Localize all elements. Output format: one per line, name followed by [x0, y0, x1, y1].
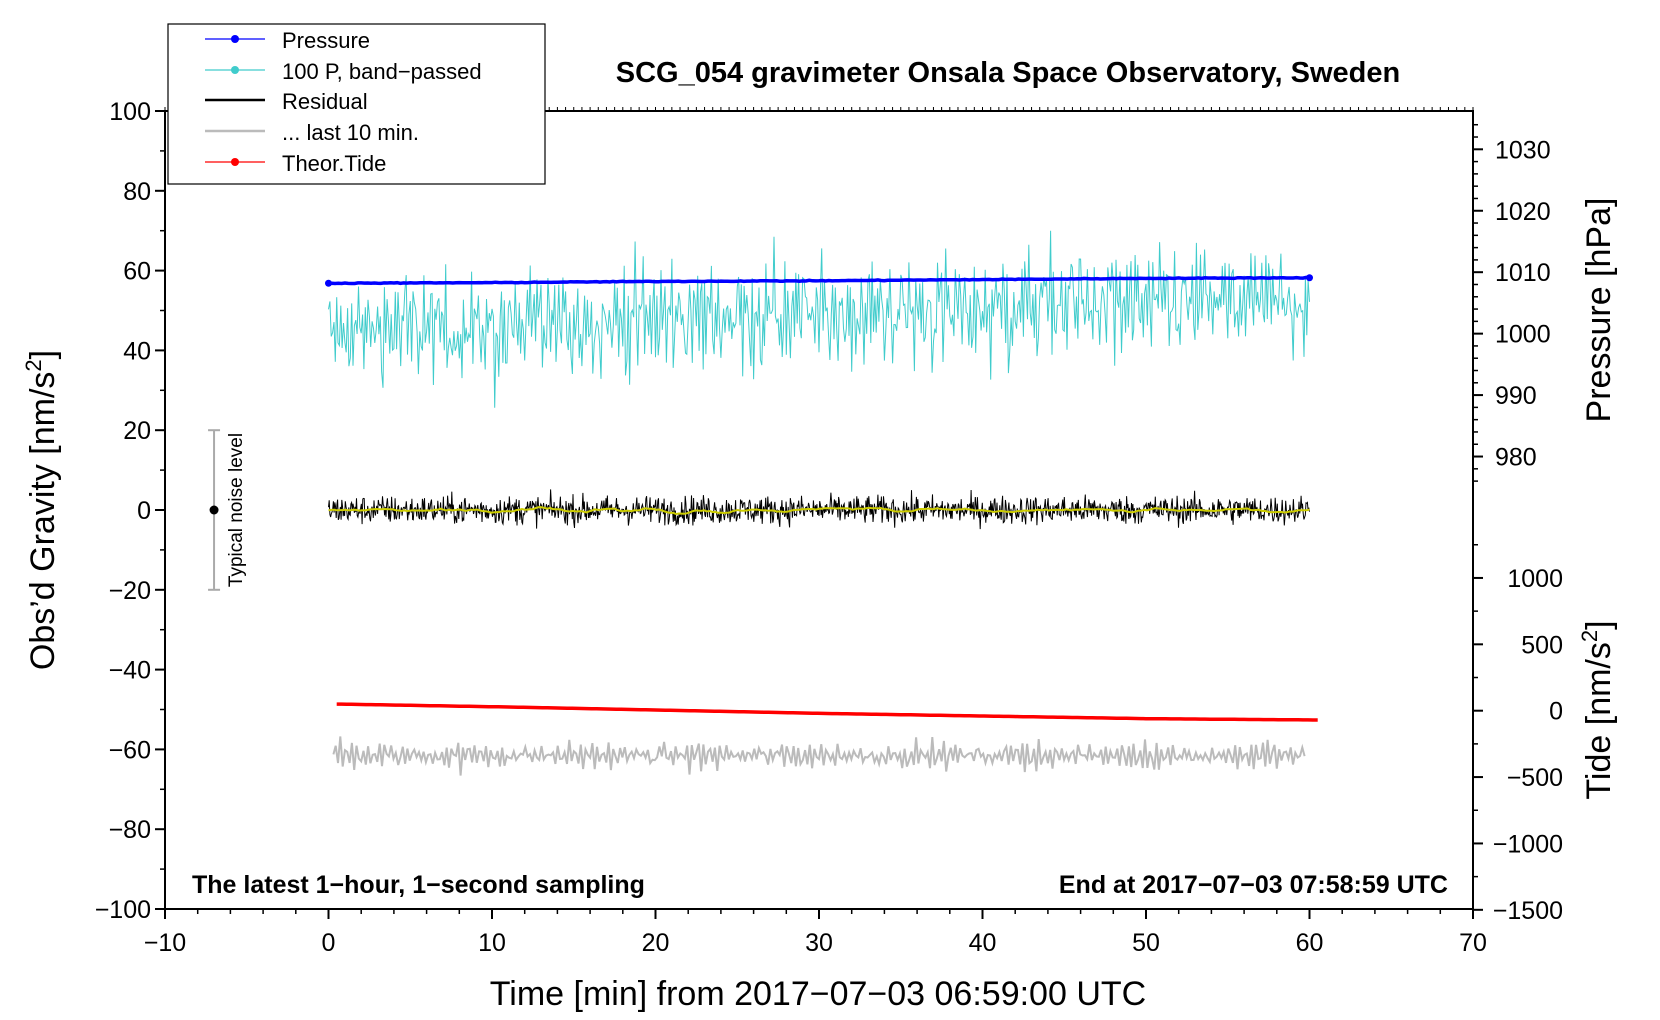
y-tick-label: −100 — [95, 896, 151, 924]
series-residual-line — [328, 489, 1310, 530]
x-tick-label: 60 — [1296, 929, 1324, 957]
series-pressure-line — [328, 275, 1310, 286]
legend-label-last-10-min: ... last 10 min. — [282, 120, 419, 145]
y-axis-left: −100 −80 −60 −40 −20 0 20 40 60 80 100 — [95, 98, 165, 924]
pressure-start-point — [325, 279, 332, 287]
y-tick-label: −80 — [109, 816, 151, 844]
series-last-10-min-line — [332, 736, 1306, 776]
x-tick-label: 50 — [1132, 929, 1160, 957]
pressure-axis-title: Pressure [hPa] — [1580, 198, 1618, 423]
y-tick-label: 100 — [109, 98, 151, 126]
noise-level-indicator: Typical noise level — [208, 429, 247, 591]
sampling-note: The latest 1−hour, 1−second sampling — [192, 871, 645, 899]
series-bandpassed-line — [328, 230, 1310, 408]
pressure-end-point — [1306, 274, 1313, 282]
y-tick-label: −20 — [109, 577, 151, 605]
pressure-tick-label: 980 — [1495, 444, 1537, 472]
tide-axis-title: Tide [nm/s2] — [1577, 620, 1618, 799]
chart-title: SCG_054 gravimeter Onsala Space Observat… — [616, 57, 1400, 89]
x-tick-label: 70 — [1459, 929, 1487, 957]
legend-label-bandpassed: 100 P, band−passed — [282, 59, 482, 84]
x-tick-label: −10 — [144, 929, 186, 957]
legend-entry-last-10-min: ... last 10 min. — [205, 120, 419, 145]
tide-tick-label: −1500 — [1493, 897, 1563, 925]
tide-tick-label: 1000 — [1507, 565, 1563, 593]
y-tick-label: −40 — [109, 657, 151, 685]
tide-tick-label: −500 — [1507, 764, 1563, 792]
x-tick-label: 40 — [969, 929, 997, 957]
tide-axis: −1500 −1000 −500 0 500 1000 — [1473, 544, 1563, 925]
y-tick-label: 20 — [123, 417, 151, 445]
y-tick-label: 60 — [123, 258, 151, 286]
legend: Pressure 100 P, band−passed Residual ...… — [167, 23, 546, 185]
y-tick-label: −60 — [109, 736, 151, 764]
y-tick-label: 80 — [123, 178, 151, 206]
legend-marker-pressure — [231, 35, 239, 43]
legend-marker-bandpassed — [231, 66, 239, 74]
legend-marker-theor-tide — [231, 158, 239, 166]
x-axis-title: Time [min] from 2017−07−03 06:59:00 UTC — [490, 975, 1146, 1013]
tide-tick-label: 500 — [1521, 631, 1563, 659]
noise-level-dot — [209, 505, 219, 515]
x-tick-label: 0 — [322, 929, 336, 957]
x-tick-label: 10 — [478, 929, 506, 957]
pressure-tick-label: 1000 — [1495, 321, 1551, 349]
x-tick-label: 30 — [805, 929, 833, 957]
legend-box — [167, 23, 546, 185]
legend-label-residual: Residual — [282, 89, 368, 114]
pressure-axis: 980 990 1000 1010 1020 1030 — [1473, 123, 1551, 482]
y-axis-title: Obs’d Gravity [nm/s2] — [21, 350, 62, 670]
legend-entry-pressure: Pressure — [205, 28, 370, 53]
tide-tick-label: 0 — [1549, 698, 1563, 726]
tide-tick-label: −1000 — [1493, 830, 1563, 858]
pressure-tick-label: 1030 — [1495, 136, 1551, 164]
legend-entry-theor-tide: Theor.Tide — [205, 151, 386, 176]
y-tick-label: 0 — [137, 497, 151, 525]
series-theor-tide-line — [336, 702, 1318, 722]
pressure-tick-label: 990 — [1495, 382, 1537, 410]
x-tick-label: 20 — [642, 929, 670, 957]
legend-entry-residual: Residual — [205, 89, 368, 114]
end-time-note: End at 2017−07−03 07:58:59 UTC — [1059, 871, 1448, 899]
legend-entry-bandpassed: 100 P, band−passed — [205, 59, 482, 84]
series-layer — [325, 230, 1318, 776]
pressure-tick-label: 1020 — [1495, 198, 1551, 226]
legend-label-pressure: Pressure — [282, 28, 370, 53]
pressure-tick-label: 1010 — [1495, 259, 1551, 287]
noise-level-label: Typical noise level — [226, 433, 247, 587]
x-axis: −10 0 10 20 30 40 50 60 70 — [144, 107, 1487, 957]
series-residual-smoothed-line — [328, 506, 1310, 516]
legend-label-theor-tide: Theor.Tide — [282, 151, 386, 176]
y-tick-label: 40 — [123, 337, 151, 365]
